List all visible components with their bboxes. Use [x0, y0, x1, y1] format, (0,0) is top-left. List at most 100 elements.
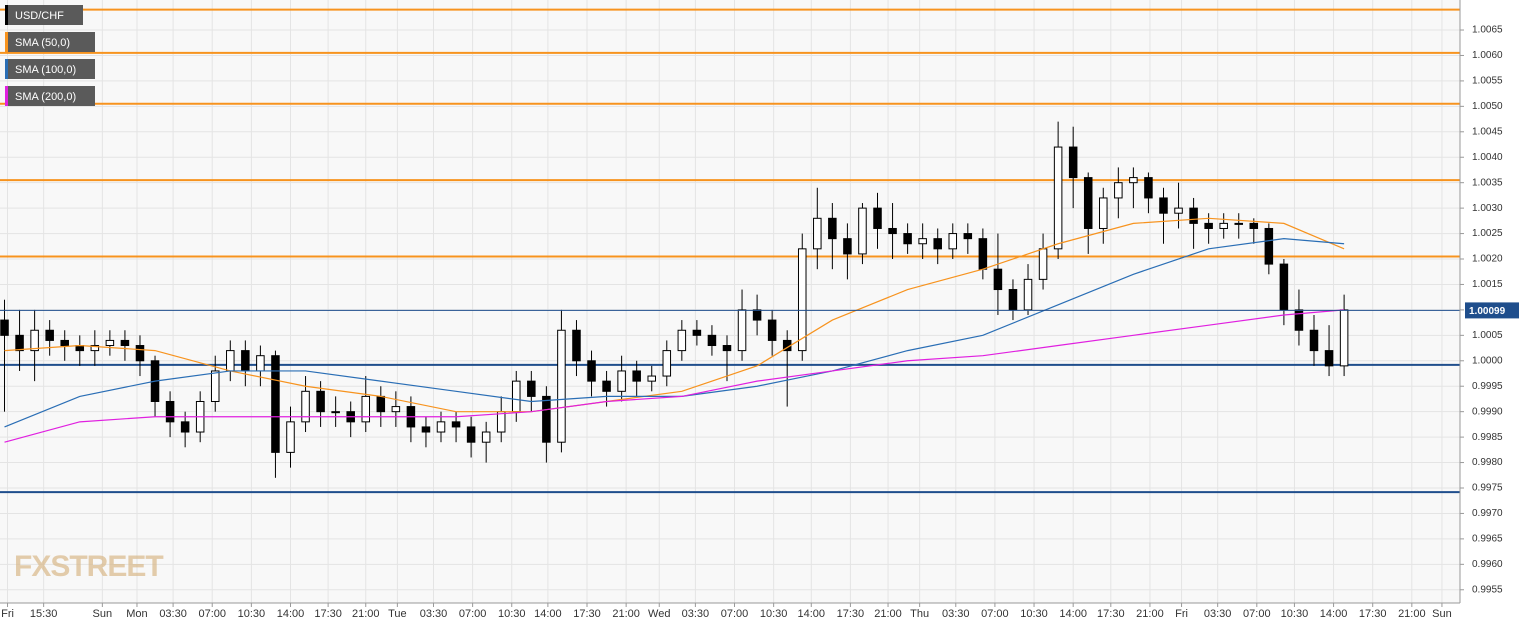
candle-body [797, 248, 807, 352]
candle-body [331, 411, 340, 414]
candle-body [933, 238, 942, 250]
x-tick-label: 17:30 [1097, 608, 1125, 620]
candle-body [752, 309, 762, 321]
candle-body [210, 370, 220, 402]
legend-label: SMA (50,0) [15, 37, 70, 49]
candle-body [993, 268, 1003, 291]
legend-swatch [5, 5, 8, 25]
candle-body [1023, 278, 1033, 311]
x-tick-label: 07:00 [459, 608, 487, 620]
legend-box [5, 59, 95, 79]
x-tick-label: 21:00 [352, 608, 380, 620]
candle-body [301, 390, 310, 423]
candle-body [90, 345, 100, 352]
x-tick-label: 17:30 [314, 608, 342, 620]
y-tick-label: 0.9970 [1472, 508, 1503, 519]
candle-body [1189, 207, 1198, 224]
x-tick-label: Mon [126, 608, 147, 620]
candle-body [135, 345, 145, 362]
x-tick-label: 17:30 [1359, 608, 1387, 620]
candle-body [1309, 329, 1319, 352]
candle-body [557, 329, 566, 443]
candle-body [1129, 177, 1138, 184]
candle-body [0, 319, 9, 336]
candle-body [286, 421, 295, 453]
candle-body [647, 375, 656, 382]
x-tick-label: 14:00 [277, 608, 305, 620]
x-tick-label: 10:30 [1020, 608, 1048, 620]
y-tick-label: 0.9975 [1472, 483, 1503, 494]
y-tick-label: 0.9980 [1472, 457, 1503, 468]
x-tick-label: 14:00 [1320, 608, 1348, 620]
y-tick-label: 1.0025 [1472, 228, 1503, 239]
candle-body [963, 233, 973, 240]
candle-body [843, 238, 852, 255]
candle-body [828, 217, 837, 240]
candle-body [421, 426, 431, 433]
x-tick-label: 03:30 [682, 608, 710, 620]
candle-body [361, 395, 371, 423]
candle-body [180, 421, 190, 433]
candle-body [391, 406, 401, 413]
x-tick-label: Sun [93, 608, 113, 620]
sma-line [4, 309, 1345, 443]
x-tick-label: Wed [648, 608, 670, 620]
candle-body [903, 233, 912, 245]
y-tick-label: 1.0030 [1472, 203, 1503, 214]
candle-body [1294, 309, 1304, 331]
candle-body [466, 426, 476, 443]
x-tick-label: 21:00 [1398, 608, 1426, 620]
candle-body [226, 350, 235, 372]
candle-body [737, 309, 747, 352]
y-tick-label: 1.0035 [1472, 177, 1503, 188]
y-tick-label: 1.0060 [1472, 50, 1503, 61]
candle-body [105, 339, 115, 347]
x-tick-label: 03:30 [159, 608, 187, 620]
x-tick-label: Thu [910, 608, 929, 620]
x-tick-label: 15:30 [30, 608, 58, 620]
plot-background [0, 0, 1460, 603]
x-tick-label: 14:00 [798, 608, 826, 620]
x-tick-label: 10:30 [498, 608, 526, 620]
candle-body [376, 395, 386, 413]
y-tick-label: 1.0000 [1472, 355, 1503, 366]
x-tick-label: 07:00 [1243, 608, 1271, 620]
candle-body [15, 334, 24, 352]
x-tick-label: 07:00 [198, 608, 226, 620]
y-tick-label: 0.9995 [1472, 381, 1503, 392]
watermark: FXSTREET [14, 550, 163, 583]
candle-body [722, 345, 732, 352]
y-tick-label: 1.0040 [1472, 152, 1503, 163]
candle-body [496, 411, 506, 433]
x-tick-label: 07:00 [981, 608, 1009, 620]
candle-body [602, 380, 611, 392]
candle-body [1038, 248, 1048, 280]
last-price-tag [1465, 302, 1519, 319]
candle-body [1053, 146, 1063, 250]
candle-body [858, 207, 867, 255]
candle-body [120, 339, 130, 347]
candle-body [707, 334, 717, 347]
candle-body [165, 400, 175, 423]
candle-body [1068, 146, 1078, 179]
candle-body [632, 370, 641, 382]
candle-body [451, 421, 461, 428]
candle-body [542, 395, 551, 443]
candle-body [1174, 207, 1183, 214]
axes: 0.9955 0.9960 0.9965 0.9970 0.9975 0.9980 0.99… [1, 5, 1519, 620]
candle-body [813, 217, 822, 250]
y-tick-label: 0.9985 [1472, 432, 1503, 443]
y-tick-label: 1.0045 [1472, 126, 1503, 137]
x-tick-label: 14:00 [1059, 608, 1087, 620]
y-tick-label: 1.0015 [1472, 279, 1503, 290]
candle-body [1219, 222, 1228, 229]
x-tick-label: 10:30 [238, 608, 266, 620]
candle-body [1159, 197, 1168, 214]
candle-body [256, 355, 265, 372]
x-tick-label: 21:00 [874, 608, 902, 620]
candle-body [481, 431, 491, 443]
y-tick-label: 0.9965 [1472, 534, 1503, 545]
candle-body [241, 350, 250, 372]
y-tick-label: 0.9960 [1472, 559, 1503, 570]
